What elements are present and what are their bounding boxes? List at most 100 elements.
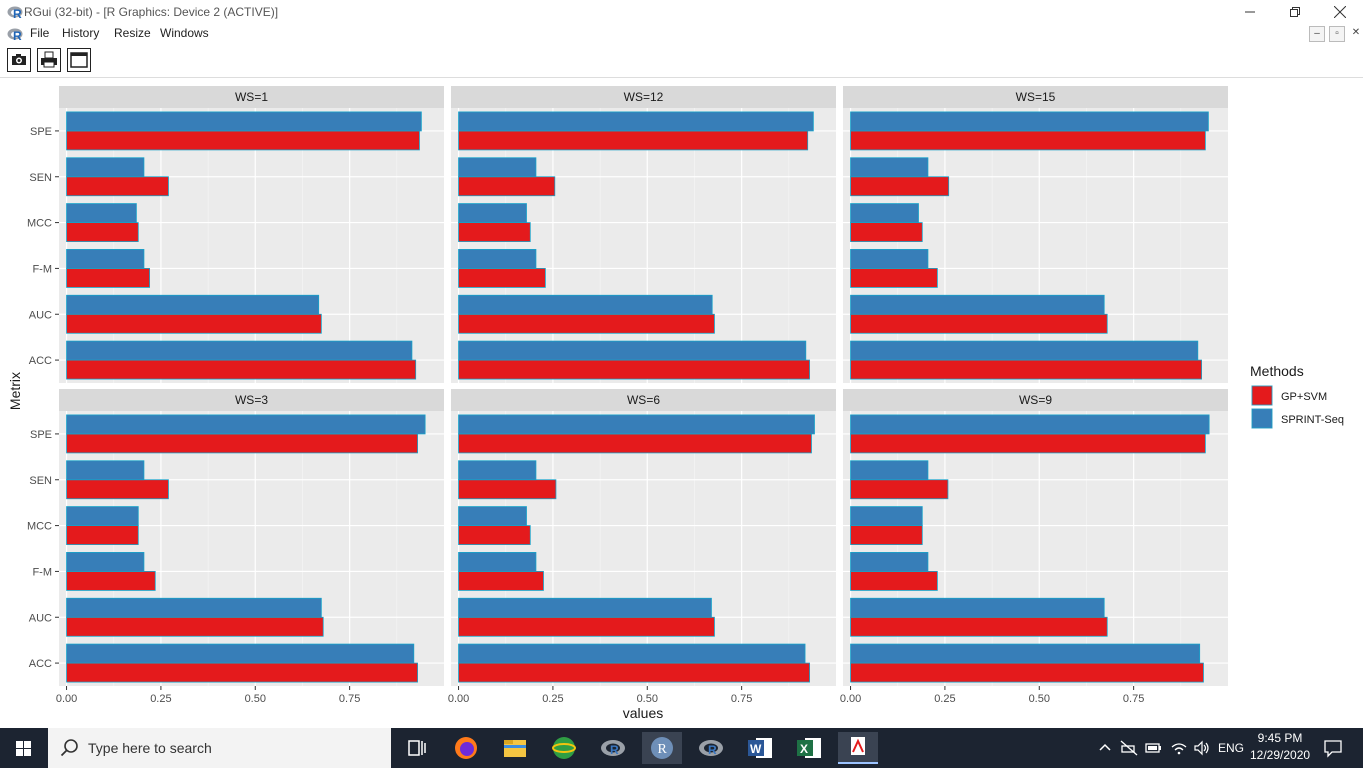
console-window-button[interactable] [67, 48, 91, 72]
bar-gp-svm [850, 525, 923, 545]
bar-sprint-seq [458, 414, 815, 435]
r-app-icon: R [651, 737, 673, 759]
bar-gp-svm [850, 571, 938, 591]
camera-icon [12, 54, 26, 65]
facet-panel [59, 108, 444, 383]
facet-strip [59, 86, 444, 108]
bar-sprint-seq [458, 294, 713, 315]
facet-panel [843, 108, 1228, 383]
input-language[interactable]: ENG [1218, 741, 1245, 755]
search-placeholder: Type here to search [88, 740, 212, 756]
bar-gp-svm [458, 525, 531, 545]
taskbar-app-web[interactable] [544, 732, 584, 764]
web-globe-icon [552, 737, 576, 759]
facet-label: WS=9 [1019, 393, 1052, 407]
network-off-icon[interactable] [1120, 740, 1138, 756]
r-studio-icon: R [601, 740, 625, 757]
show-hidden-icons-icon[interactable] [1098, 741, 1112, 755]
toolbar [0, 43, 1363, 78]
x-tick-label: 0.50 [245, 693, 266, 705]
x-tick-label: 0.50 [637, 693, 658, 705]
bar-sprint-seq [850, 597, 1105, 618]
x-tick-label: 0.75 [339, 693, 360, 705]
taskbar-app-r-studio-2[interactable]: R [691, 732, 731, 764]
clock-date: 12/29/2020 [1250, 748, 1311, 762]
y-tick-label: SEN [29, 475, 52, 487]
y-tick-label: MCC [27, 218, 52, 230]
legend-label: GP+SVM [1281, 391, 1327, 403]
taskbar-app-file-explorer[interactable] [495, 732, 535, 764]
wifi-icon[interactable] [1170, 740, 1188, 756]
y-tick-label: MCC [27, 521, 52, 533]
bar-gp-svm [458, 130, 809, 151]
svg-text:X: X [800, 742, 808, 756]
search-icon [60, 739, 78, 757]
task-view-button[interactable] [397, 732, 437, 764]
menu-resize[interactable]: Resize [114, 26, 151, 40]
svg-text:R: R [610, 743, 619, 757]
bar-sprint-seq [850, 506, 923, 526]
print-button[interactable] [37, 48, 61, 72]
taskbar-app-r-studio[interactable]: R [593, 732, 633, 764]
bar-gp-svm [66, 176, 169, 197]
menu-windows[interactable]: Windows [160, 26, 209, 40]
notifications-icon[interactable] [1323, 738, 1343, 758]
bar-sprint-seq [66, 203, 137, 223]
task-view-icon [408, 740, 426, 756]
facet-strip [843, 389, 1228, 411]
clock[interactable]: 9:45 PM 12/29/2020 [1250, 731, 1310, 762]
taskbar-app-r-graphics[interactable] [838, 732, 878, 764]
bar-sprint-seq [458, 249, 537, 269]
copy-as-metafile-button[interactable] [7, 48, 31, 72]
close-button[interactable] [1317, 0, 1363, 24]
menu-history[interactable]: History [62, 26, 100, 40]
bar-sprint-seq [458, 111, 814, 132]
bar-sprint-seq [850, 111, 1209, 132]
mdi-restore-button[interactable]: ▫ [1329, 26, 1345, 42]
bar-sprint-seq [66, 249, 145, 269]
x-tick-label: 0.00 [840, 693, 861, 705]
bar-gp-svm [66, 662, 418, 683]
x-tick-label: 0.25 [934, 693, 955, 705]
minimize-icon: – [1314, 28, 1320, 39]
taskbar: Type here to search R R [0, 728, 1363, 768]
y-tick-label: AUC [29, 612, 52, 624]
bar-sprint-seq [850, 340, 1199, 361]
battery-icon[interactable] [1145, 741, 1163, 755]
facet-label: WS=3 [235, 393, 268, 407]
window-icon [70, 52, 88, 68]
mdi-close-button[interactable]: ✕ [1349, 26, 1363, 40]
taskbar-app-word[interactable]: W [740, 732, 780, 764]
taskbar-app-excel[interactable]: X [789, 732, 829, 764]
facet-panel [451, 108, 836, 383]
bar-gp-svm [850, 433, 1206, 454]
bar-sprint-seq [458, 506, 527, 526]
legend-key [1251, 408, 1273, 429]
bar-gp-svm [458, 359, 810, 380]
bar-gp-svm [850, 616, 1108, 637]
r-logo-icon: R [7, 28, 23, 42]
taskbar-search[interactable]: Type here to search [48, 728, 391, 768]
restore-button[interactable] [1272, 0, 1318, 24]
svg-text:R: R [708, 743, 717, 757]
facet-strip [59, 389, 444, 411]
start-button[interactable] [0, 728, 48, 768]
menu-file[interactable]: File [30, 26, 50, 40]
svg-text:R: R [658, 742, 668, 757]
menu-bar: R File History Resize Windows [0, 24, 1363, 43]
x-tick-label: 0.00 [56, 693, 77, 705]
bar-gp-svm [66, 359, 417, 380]
volume-icon[interactable] [1193, 740, 1211, 756]
facet-label: WS=1 [235, 90, 268, 104]
bar-sprint-seq [850, 157, 929, 178]
printer-icon [41, 51, 57, 68]
facet-strip [451, 86, 836, 108]
bar-gp-svm [458, 616, 715, 637]
taskbar-app-firefox[interactable] [446, 732, 486, 764]
taskbar-app-r[interactable]: R [642, 732, 682, 764]
mdi-minimize-button[interactable]: – [1309, 26, 1325, 42]
y-tick-label: ACC [29, 658, 52, 670]
minimize-button[interactable] [1227, 0, 1273, 24]
y-axis-title: Metrix [7, 372, 23, 410]
facet-label: WS=12 [624, 90, 664, 104]
